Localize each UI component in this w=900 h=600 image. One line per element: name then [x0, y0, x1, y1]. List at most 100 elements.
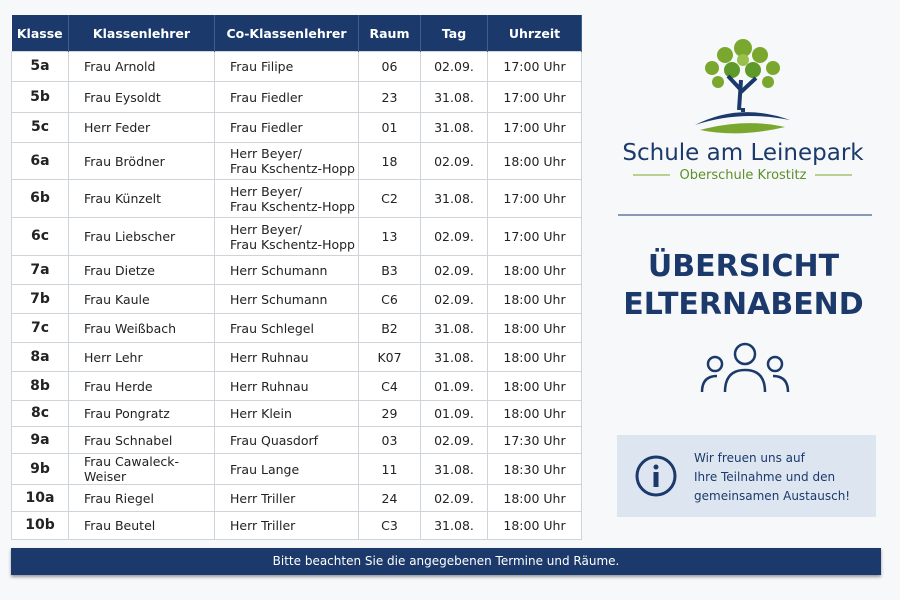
- table-cell: 18:00 Uhr: [487, 371, 582, 401]
- table-cell: 18:00 Uhr: [487, 511, 582, 540]
- table-cell: 01: [358, 112, 421, 143]
- schedule-table: Klasse Klassenlehrer Co-Klassenlehrer Raum T…: [11, 15, 582, 540]
- table-row: 8a Herr Lehr Herr Ruhnau K07 31.08. 18:00 Uhr: [11, 342, 582, 372]
- table-cell: 18:00 Uhr: [487, 255, 582, 285]
- people-icon: [700, 342, 790, 393]
- table-row: 10a Frau Riegel Herr Triller 24 02.09. 18:00 …: [11, 484, 582, 512]
- info-line: gemeinsamen Austausch!: [694, 489, 851, 503]
- table-cell: 02.09.: [420, 217, 488, 256]
- table-row: 9a Frau Schnabel Frau Quasdorf 03 02.09. 17:3…: [11, 426, 582, 454]
- table-row: 7a Frau Dietze Herr Schumann B3 02.09. 18:00 …: [11, 255, 582, 285]
- table-cell: Frau Herde: [68, 371, 215, 401]
- info-icon: [635, 455, 677, 497]
- title-line: ÜBERSICHT: [647, 249, 840, 284]
- header-cell: Tag: [420, 15, 488, 52]
- table-cell: 03: [358, 426, 421, 454]
- table-cell: Frau Liebscher: [68, 217, 215, 256]
- table-cell: 17:00 Uhr: [487, 81, 582, 113]
- table-cell: 02.09.: [420, 255, 488, 285]
- table-row: 7b Frau Kaule Herr Schumann C6 02.09. 18:00 U…: [11, 284, 582, 314]
- table-row: 6a Frau Brödner Herr Beyer/ Frau Kschentz-…: [11, 142, 582, 180]
- table-cell: Frau Eysoldt: [68, 81, 215, 113]
- table-cell: 13: [358, 217, 421, 256]
- table-cell: 17:00 Uhr: [487, 179, 582, 218]
- table-cell: Frau Künzelt: [68, 179, 215, 218]
- table-cell: Herr Beyer/ Frau Kschentz-Hopp: [214, 179, 359, 218]
- table-cell: 18:00 Uhr: [487, 284, 582, 314]
- table-cell: 24: [358, 484, 421, 512]
- table-cell: 7c: [11, 313, 69, 343]
- tree-crown: [705, 39, 780, 88]
- header-cell: Klasse: [11, 15, 69, 52]
- table-cell: 18:00 Uhr: [487, 313, 582, 343]
- table-cell: 8a: [11, 342, 69, 372]
- table-cell: Frau Schnabel: [68, 426, 215, 454]
- table-cell: Frau Riegel: [68, 484, 215, 512]
- table-cell: 18:00 Uhr: [487, 484, 582, 512]
- table-cell: K07: [358, 342, 421, 372]
- table-cell: Frau Weißbach: [68, 313, 215, 343]
- table-cell: 6c: [11, 217, 69, 256]
- table-cell: 01.09.: [420, 400, 488, 427]
- table-cell: Frau Arnold: [68, 51, 215, 82]
- table-cell: C3: [358, 511, 421, 540]
- table-cell: 8c: [11, 400, 69, 427]
- table-cell: 06: [358, 51, 421, 82]
- school-name: Schule am Leinepark: [622, 140, 864, 166]
- table-cell: 31.08.: [420, 313, 488, 343]
- wave: [695, 112, 790, 125]
- table-cell: 23: [358, 81, 421, 113]
- table-cell: C2: [358, 179, 421, 218]
- table-cell: Herr Feder: [68, 112, 215, 143]
- table-cell: 17:00 Uhr: [487, 112, 582, 143]
- table-cell: 31.08.: [420, 342, 488, 372]
- table-cell: Frau Dietze: [68, 255, 215, 285]
- table-cell: Frau Cawaleck-Weiser: [68, 453, 215, 485]
- table-cell: 5b: [11, 81, 69, 113]
- table-cell: Frau Kaule: [68, 284, 215, 314]
- title-line: ELTERNABEND: [623, 287, 864, 322]
- table-cell: Herr Triller: [214, 511, 359, 540]
- table-cell: 31.08.: [420, 179, 488, 218]
- table-cell: 31.08.: [420, 112, 488, 143]
- table-cell: 18:00 Uhr: [487, 142, 582, 180]
- table-cell: Herr Schumann: [214, 255, 359, 285]
- table-row: 6b Frau Künzelt Herr Beyer/ Frau Kschentz-…: [11, 179, 582, 218]
- table-cell: 18:30 Uhr: [487, 453, 582, 485]
- table-cell: Frau Pongratz: [68, 400, 215, 427]
- table-cell: 10b: [11, 511, 69, 540]
- table-cell: 5a: [11, 51, 69, 82]
- table-cell: Frau Lange: [214, 453, 359, 485]
- table-row: 5a Frau Arnold Frau Filipe 06 02.09. 17:00 Uh…: [11, 51, 582, 82]
- table-row: 10b Frau Beutel Herr Triller C3 31.08. 18:00 …: [11, 511, 582, 540]
- table-cell: 8b: [11, 371, 69, 401]
- logo: Schule am Leinepark Oberschule Krostitz: [618, 39, 872, 216]
- table-cell: Frau Quasdorf: [214, 426, 359, 454]
- title: ÜBERSICHT ELTERNABEND: [600, 248, 887, 324]
- table-cell: 02.09.: [420, 51, 488, 82]
- table-cell: Herr Lehr: [68, 342, 215, 372]
- wave: [700, 123, 785, 134]
- header-row: Klasse Klassenlehrer Co-Klassenlehrer Raum T…: [11, 15, 582, 52]
- table-cell: Frau Fiedler: [214, 81, 359, 113]
- table-cell: Herr Beyer/ Frau Kschentz-Hopp: [214, 142, 359, 180]
- table-cell: 29: [358, 400, 421, 427]
- header-cell: Raum: [358, 15, 421, 52]
- table-cell: 10a: [11, 484, 69, 512]
- table-cell: Herr Ruhnau: [214, 371, 359, 401]
- table-cell: 18:00 Uhr: [487, 400, 582, 427]
- table-cell: Frau Filipe: [214, 51, 359, 82]
- info-line: Ihre Teilnahme und den: [694, 470, 836, 484]
- tree-trunk: [726, 74, 758, 112]
- table-cell: 18: [358, 142, 421, 180]
- table-cell: Herr Ruhnau: [214, 342, 359, 372]
- info-box: Wir freuen uns auf Ihre Teilnahme und de…: [617, 435, 876, 517]
- table-cell: Frau Schlegel: [214, 313, 359, 343]
- table-cell: Herr Schumann: [214, 284, 359, 314]
- table-cell: 01.09.: [420, 371, 488, 401]
- table-cell: Frau Beutel: [68, 511, 215, 540]
- table-cell: Frau Brödner: [68, 142, 215, 180]
- table-cell: 02.09.: [420, 284, 488, 314]
- table-cell: 11: [358, 453, 421, 485]
